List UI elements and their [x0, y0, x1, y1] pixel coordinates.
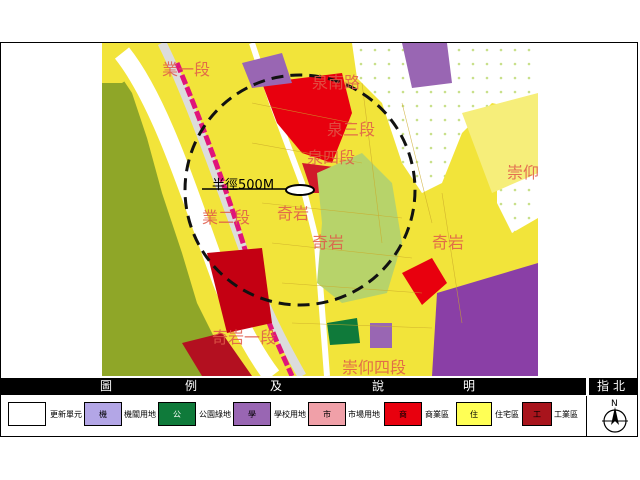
legend-abbr: 公 [173, 409, 181, 419]
north-arrow-icon: N [598, 397, 632, 435]
legend-abbr: 工 [533, 409, 541, 419]
legend-swatch-industrial: 工 [522, 402, 552, 426]
legend-swatch-renewal [8, 402, 46, 426]
radius-label: 半徑500M [212, 178, 274, 193]
legend-abbr: 機 [99, 409, 107, 419]
legend-abbr: 市 [323, 409, 331, 419]
legend-label: 商業區 [425, 410, 449, 419]
legend-title-char: 說 [372, 379, 385, 393]
north-header [587, 378, 637, 395]
compass-letter: N [611, 399, 618, 409]
legend-swatch-park: 公 [158, 402, 196, 426]
legend-label: 機關用地 [124, 410, 156, 419]
legend-label: 工業區 [554, 410, 578, 419]
legend-title-char: 明 [463, 379, 476, 393]
legend-swatch-school: 學 [233, 402, 271, 426]
street-label: 業一段 [162, 60, 210, 79]
legend-label: 公園綠地 [199, 410, 231, 419]
street-label: 泉南路 [312, 73, 360, 92]
legend-abbr: 住 [470, 409, 478, 419]
legend-title-char: 及 [270, 379, 283, 393]
north-label: 指北 [597, 379, 630, 393]
street-label: 奇岩 [277, 204, 309, 223]
street-label: 崇仰 [507, 163, 538, 182]
legend-label: 學校用地 [274, 410, 306, 419]
legend-swatch-market: 市 [308, 402, 346, 426]
legend-abbr: 學 [248, 409, 256, 419]
street-label: 泉四段 [307, 148, 355, 167]
legend-title-char: 例 [185, 379, 198, 393]
zoning-map: 業一段 泉南路 泉三段 泉四段 業二段 奇岩 奇岩 崇仰 奇岩 崇仰四段 奇岩一… [102, 43, 538, 376]
legend-divider [586, 396, 587, 436]
legend-swatch-residential: 住 [456, 402, 492, 426]
street-label: 崇仰四段 [342, 358, 406, 376]
legend-label: 市場用地 [348, 410, 380, 419]
street-label: 泉三段 [327, 120, 375, 139]
legend-title-bar [1, 378, 586, 395]
legend-label: 更新單元 [50, 410, 82, 419]
street-label: 奇岩 [312, 233, 344, 252]
legend-abbr: 商 [399, 409, 407, 419]
street-label: 奇岩 [432, 233, 464, 252]
street-label: 業二段 [202, 208, 250, 227]
legend-title-char: 圖 [100, 379, 113, 393]
legend-swatch-government: 機 [84, 402, 122, 426]
legend-label: 住宅區 [495, 410, 519, 419]
legend-swatch-commercial: 商 [384, 402, 422, 426]
street-label: 奇岩一段 [212, 328, 276, 347]
